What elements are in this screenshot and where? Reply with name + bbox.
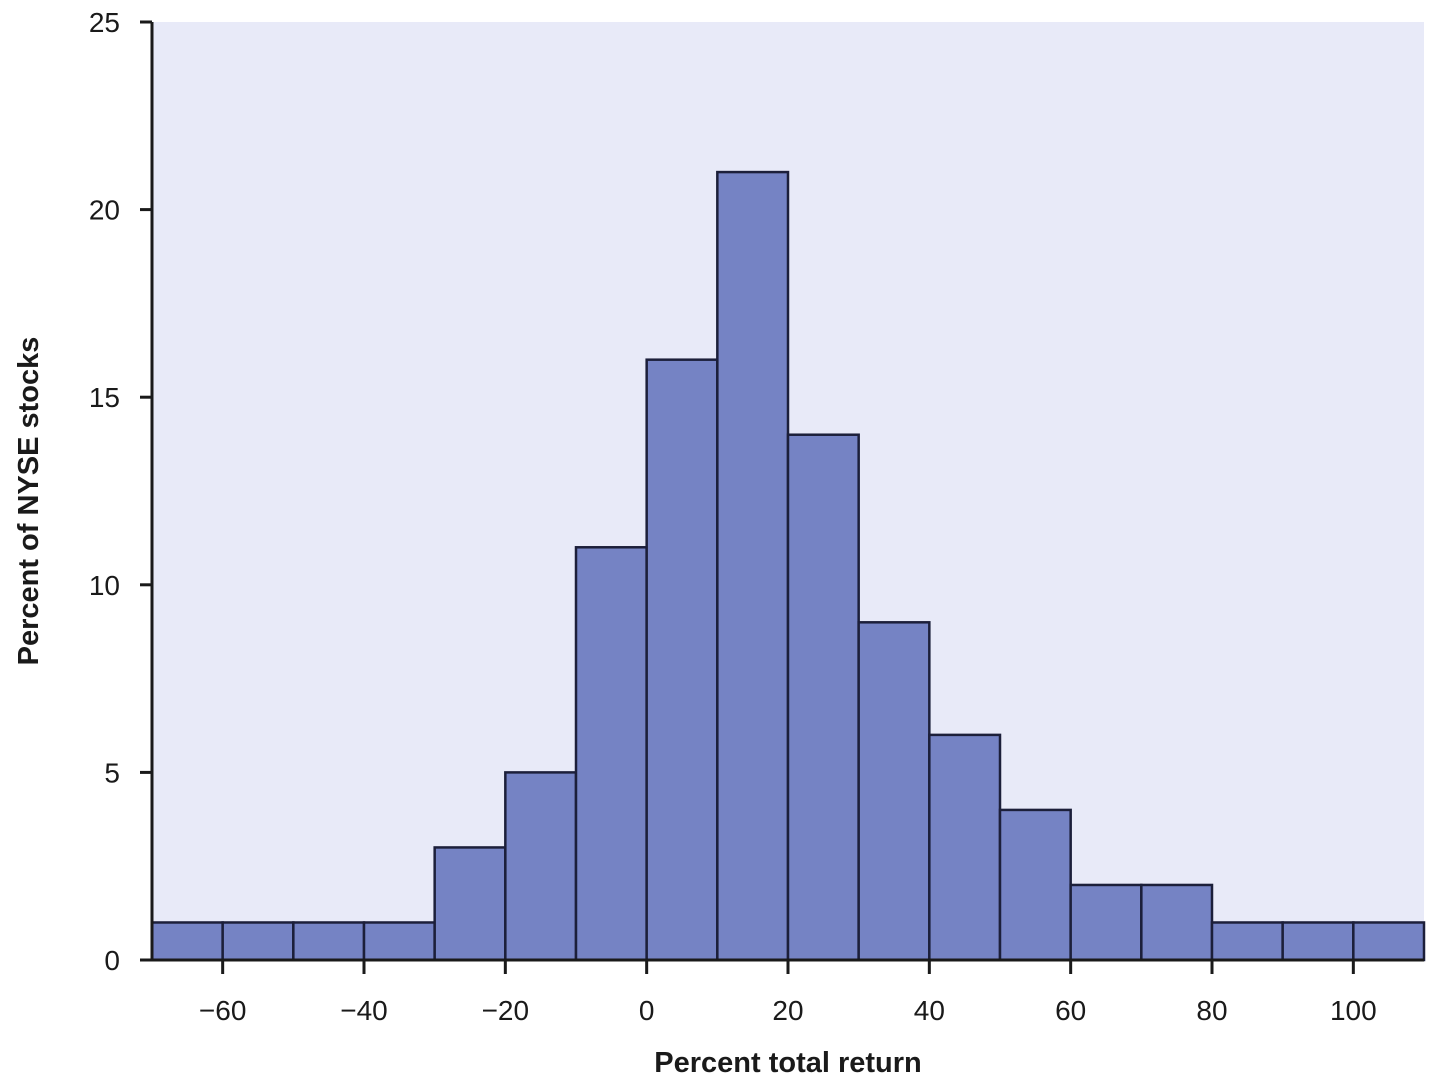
x-tick-label: 80 (1196, 995, 1227, 1026)
x-axis-title: Percent total return (654, 1047, 922, 1079)
y-tick-label: 25 (89, 7, 120, 38)
x-axis-ticks: −60 −40 −20 0 20 40 60 80 100 (199, 960, 1377, 1026)
histogram-bar-16 (1281, 921, 1355, 962)
histogram-bars (150, 170, 1426, 962)
histogram-bar-1 (221, 921, 295, 962)
x-tick-label: −20 (482, 995, 530, 1026)
histogram-bar-15 (1210, 921, 1284, 962)
x-tick-label: 100 (1330, 995, 1377, 1026)
histogram-bar-14 (1140, 883, 1214, 962)
histogram-bar-5 (504, 771, 578, 962)
histogram-bar-8 (716, 170, 790, 962)
y-axis-title: Percent of NYSE stocks (13, 337, 45, 666)
histogram-bar-3 (362, 921, 436, 962)
histogram-bar-13 (1069, 883, 1143, 962)
y-tick-label: 20 (89, 195, 120, 226)
y-tick-label: 10 (89, 570, 120, 601)
histogram-bar-4 (433, 846, 507, 962)
x-tick-label: 20 (772, 995, 803, 1026)
histogram-bar-2 (292, 921, 366, 962)
histogram-bar-10 (857, 621, 931, 962)
x-tick-label: 0 (639, 995, 655, 1026)
histogram-bar-12 (998, 808, 1072, 962)
x-tick-label: 60 (1055, 995, 1086, 1026)
y-tick-label: 0 (104, 945, 120, 976)
histogram-bar-0 (150, 921, 224, 962)
x-tick-label: 40 (914, 995, 945, 1026)
x-tick-label: −60 (199, 995, 247, 1026)
histogram-bar-17 (1352, 921, 1426, 962)
y-axis-ticks: 0 5 10 15 20 25 (89, 7, 152, 976)
y-tick-label: 15 (89, 382, 120, 413)
x-tick-label: −40 (340, 995, 388, 1026)
histogram-bar-11 (928, 733, 1002, 962)
histogram-bar-9 (786, 433, 860, 962)
histogram-bar-6 (574, 546, 648, 962)
y-tick-label: 5 (104, 757, 120, 788)
histogram-bar-7 (645, 358, 719, 962)
